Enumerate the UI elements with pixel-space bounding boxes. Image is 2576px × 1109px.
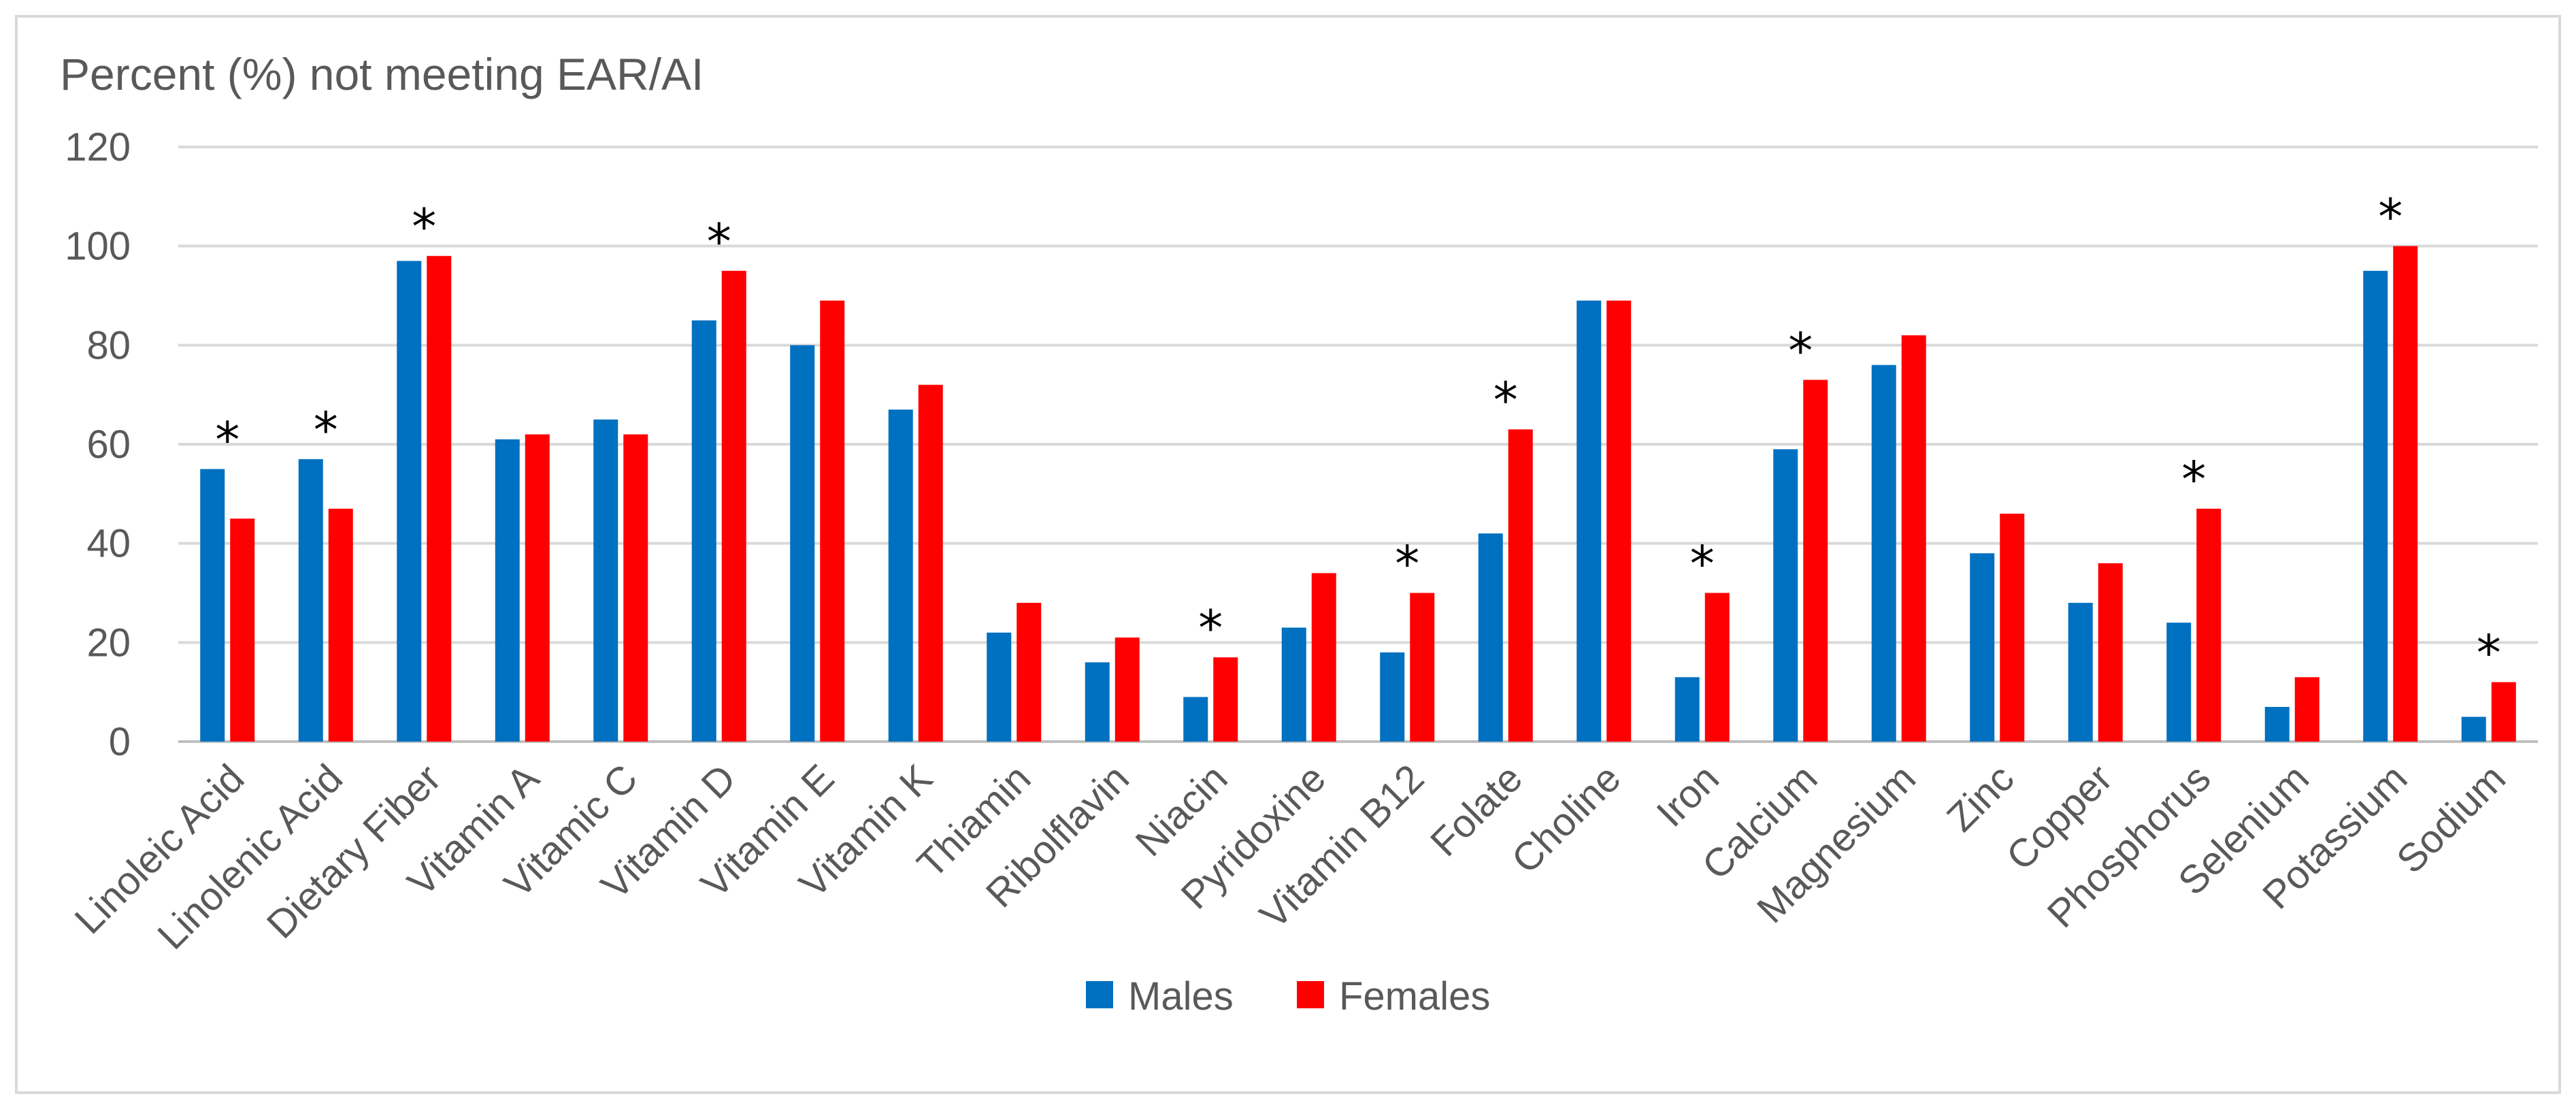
- bar-males: [495, 439, 520, 742]
- legend: Males Females: [1086, 974, 1490, 1019]
- bar-males: [1380, 652, 1405, 742]
- bar-males: [1773, 449, 1798, 742]
- bar-females: [525, 434, 550, 742]
- bar-males: [593, 419, 618, 742]
- bar-males: [2264, 707, 2290, 742]
- bar-males: [298, 459, 323, 742]
- bar-males: [1970, 553, 1995, 742]
- bars: [200, 246, 2516, 742]
- bar-males: [1478, 533, 1503, 742]
- bar-males: [2363, 271, 2388, 742]
- significance-marker: *: [1690, 535, 1715, 593]
- significance-marker: *: [2378, 188, 2402, 246]
- bar-females: [230, 518, 255, 742]
- bar-males: [2068, 603, 2093, 742]
- bar-males: [1871, 365, 1896, 742]
- significance-marker: *: [314, 401, 338, 459]
- bar-females: [1114, 638, 1140, 742]
- significance-marker: *: [215, 411, 240, 468]
- bar-females: [2098, 563, 2123, 742]
- bar-females: [1606, 300, 1632, 742]
- y-tick-label: 40: [86, 522, 131, 566]
- bar-males: [200, 469, 225, 742]
- significance-marker: *: [707, 213, 731, 270]
- bar-males: [888, 410, 913, 742]
- bar-females: [820, 300, 845, 742]
- y-axis-ticks: 0 20 40 60 80 100 120: [65, 125, 131, 764]
- bar-females: [1508, 429, 1533, 742]
- bar-females: [918, 384, 943, 742]
- bar-females: [623, 434, 648, 742]
- legend-label-males: Males: [1128, 974, 1234, 1019]
- legend-swatch-females: [1297, 981, 1324, 1008]
- y-tick-label: 60: [86, 423, 131, 467]
- y-tick-label: 100: [65, 225, 131, 269]
- significance-marker: *: [2477, 625, 2501, 682]
- bar-females: [2294, 677, 2319, 742]
- bar-females: [1311, 573, 1336, 742]
- bar-females: [1017, 603, 1042, 742]
- bar-females: [1901, 335, 1926, 742]
- bar-females: [2196, 508, 2222, 742]
- bar-females: [1704, 593, 1730, 742]
- gridlines: [178, 146, 2538, 743]
- significance-marker: *: [1395, 535, 1419, 593]
- significance-marker: *: [1493, 371, 1518, 429]
- y-tick-label: 80: [86, 323, 131, 367]
- bar-males: [987, 632, 1012, 742]
- bar-males: [1183, 697, 1208, 742]
- bar-females: [2393, 246, 2418, 742]
- y-tick-label: 0: [109, 720, 131, 764]
- bar-males: [1674, 677, 1700, 742]
- y-tick-label: 120: [65, 125, 131, 169]
- bar-females: [328, 508, 353, 742]
- bar-males: [790, 345, 815, 742]
- bar-males: [2166, 623, 2192, 742]
- significance-marker: *: [412, 198, 436, 255]
- bar-females: [1213, 657, 1238, 742]
- significance-marker: *: [1788, 322, 1813, 379]
- bar-males: [691, 320, 716, 742]
- significance-marker: *: [2181, 451, 2206, 508]
- bar-females: [2491, 682, 2516, 742]
- bar-males: [1281, 627, 1306, 742]
- chart-title: Percent (%) not meeting EAR/AI: [60, 49, 704, 99]
- legend-swatch-males: [1086, 981, 1113, 1008]
- significance-markers: * * * * * * * * * * * *: [215, 188, 2501, 682]
- bar-males: [1576, 300, 1602, 742]
- bar-males: [2461, 716, 2486, 742]
- bar-females: [721, 271, 746, 742]
- bar-females: [2000, 513, 2025, 742]
- significance-marker: *: [1198, 599, 1223, 657]
- y-tick-label: 20: [86, 620, 131, 665]
- bar-females: [1803, 380, 1828, 742]
- legend-label-females: Females: [1339, 974, 1490, 1019]
- bar-males: [1085, 662, 1110, 742]
- bar-females: [1410, 593, 1435, 742]
- bar-males: [397, 261, 422, 742]
- bar-females: [427, 256, 452, 742]
